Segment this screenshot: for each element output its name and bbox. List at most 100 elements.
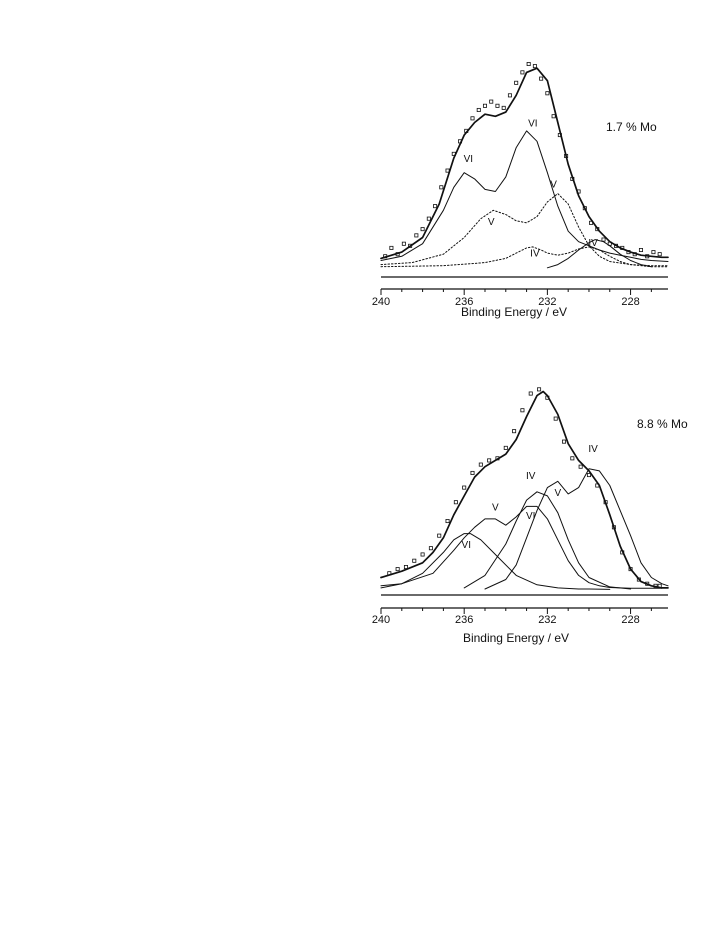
data-point	[576, 189, 581, 194]
data-point	[582, 206, 587, 211]
data-point	[636, 577, 641, 582]
data-point	[595, 227, 600, 232]
peak-label: IV	[526, 471, 536, 482]
series-group	[380, 387, 669, 590]
data-point	[387, 571, 392, 576]
peak-label: V	[554, 488, 561, 499]
data-point	[539, 76, 544, 81]
series-group	[380, 62, 669, 269]
data-point	[445, 168, 450, 173]
data-point	[420, 227, 425, 232]
series-line-1	[380, 533, 611, 590]
data-point	[458, 139, 463, 144]
data-point	[578, 464, 583, 469]
data-point	[437, 533, 442, 538]
peak-label: VI	[464, 154, 473, 165]
data-point	[495, 456, 500, 461]
data-point	[657, 252, 662, 257]
data-point	[632, 252, 637, 257]
data-point	[603, 500, 608, 505]
x-tick-label: 232	[538, 296, 556, 308]
x-tick-label: 240	[372, 296, 390, 308]
data-point	[395, 567, 400, 572]
data-point	[651, 250, 656, 255]
data-point	[645, 254, 650, 259]
data-point	[520, 70, 525, 75]
data-point	[503, 445, 508, 450]
data-point	[595, 483, 600, 488]
data-point	[433, 204, 438, 209]
series-line-2	[546, 239, 652, 269]
data-point	[495, 103, 500, 108]
data-point	[428, 546, 433, 551]
data-point	[412, 558, 417, 563]
data-point	[445, 519, 450, 524]
data-point	[551, 114, 556, 119]
data-point	[570, 176, 575, 181]
x-tick-label: 236	[455, 614, 473, 626]
data-point	[532, 64, 537, 69]
peak-label: VI	[528, 119, 537, 130]
peak-label: V	[488, 217, 495, 228]
data-point	[626, 250, 631, 255]
x-tick-label: 228	[621, 614, 639, 626]
data-point	[557, 133, 562, 138]
data-point	[464, 128, 469, 133]
data-point	[589, 220, 594, 225]
data-point	[657, 583, 662, 588]
x-tick-label: 228	[621, 296, 639, 308]
x-axis-label: Binding Energy / eV	[461, 305, 567, 319]
data-point	[620, 245, 625, 250]
data-point	[526, 62, 531, 67]
peak-label: V	[550, 179, 557, 190]
data-point	[607, 241, 612, 246]
peak-label: V	[492, 503, 499, 514]
data-point	[628, 567, 633, 572]
data-point	[489, 99, 494, 104]
data-point	[389, 245, 394, 250]
peak-label: IV	[530, 248, 540, 259]
data-point	[512, 429, 517, 434]
data-point	[470, 470, 475, 475]
data-point	[408, 243, 413, 248]
x-axis-label: Binding Energy / eV	[463, 631, 569, 645]
data-point	[414, 233, 419, 238]
data-point	[487, 458, 492, 463]
data-point	[620, 550, 625, 555]
data-point	[545, 91, 550, 96]
data-point	[439, 185, 444, 190]
data-point	[601, 237, 606, 242]
data-point	[514, 80, 519, 85]
x-tick-label: 240	[372, 614, 390, 626]
data-point	[470, 116, 475, 121]
series-line-3	[380, 193, 669, 267]
data-point	[420, 552, 425, 557]
peak-label: IV	[588, 444, 598, 455]
data-point	[401, 241, 406, 246]
series-line-2	[380, 505, 663, 589]
data-point	[501, 105, 506, 110]
data-point	[653, 583, 658, 588]
data-point	[564, 153, 569, 158]
data-point	[570, 456, 575, 461]
data-point	[638, 248, 643, 253]
data-point	[645, 581, 650, 586]
peak-label: VI	[526, 511, 535, 522]
data-point	[553, 416, 558, 421]
data-point	[451, 151, 456, 156]
panel-title: 1.7 % Mo	[606, 120, 657, 134]
x-tick-label: 236	[455, 296, 473, 308]
data-point	[403, 565, 408, 570]
series-line-3	[463, 491, 632, 590]
panel-title: 8.8 % Mo	[637, 417, 688, 431]
series-line-0	[380, 390, 669, 589]
data-point	[562, 439, 567, 444]
peak-label: IV	[588, 238, 598, 249]
data-point	[528, 391, 533, 396]
data-point	[426, 216, 431, 221]
data-point	[482, 103, 487, 108]
data-point	[395, 252, 400, 257]
data-point	[453, 500, 458, 505]
